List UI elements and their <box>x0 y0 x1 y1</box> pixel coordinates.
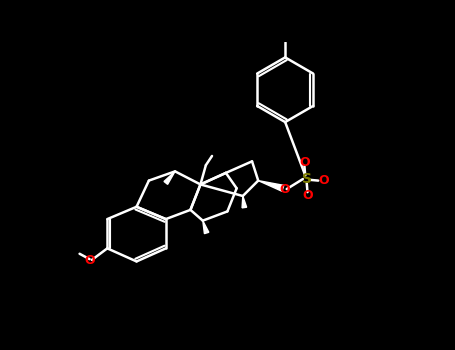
Text: O: O <box>318 174 329 187</box>
Text: O: O <box>84 254 95 267</box>
Polygon shape <box>164 172 175 184</box>
Text: S: S <box>302 172 312 186</box>
Polygon shape <box>242 196 247 208</box>
Text: O: O <box>302 189 313 202</box>
Text: O: O <box>280 183 290 196</box>
Polygon shape <box>258 181 284 191</box>
Polygon shape <box>203 220 209 234</box>
Text: O: O <box>299 156 310 169</box>
